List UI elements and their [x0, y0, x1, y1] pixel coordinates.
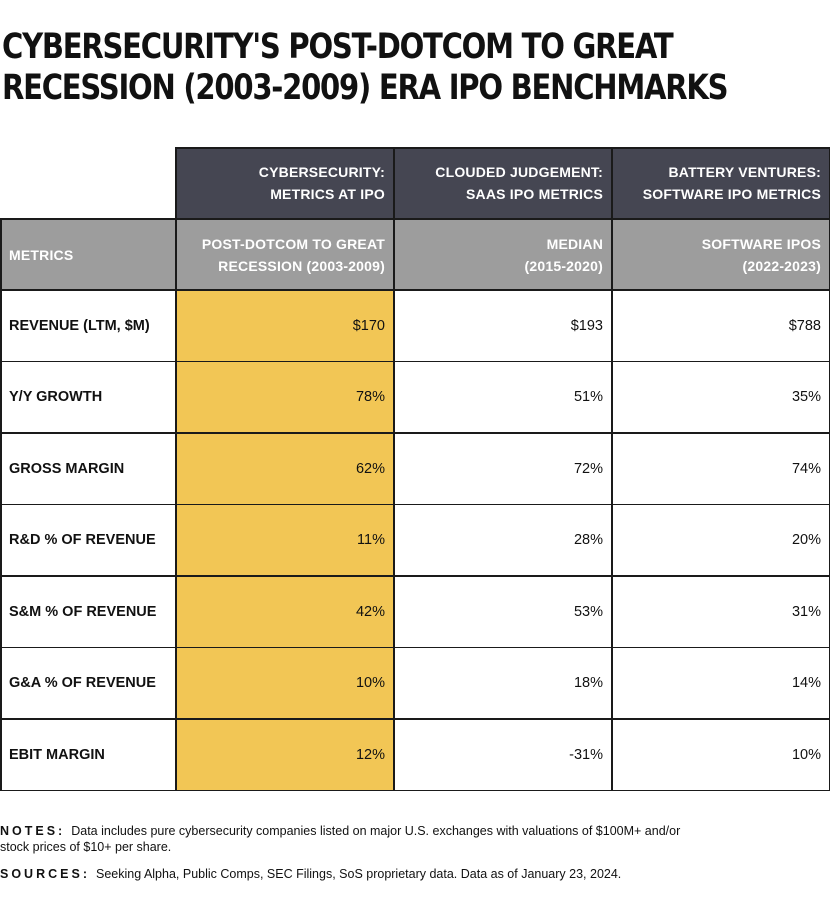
notes: NOTES: Data includes pure cybersecurity c…: [0, 823, 700, 855]
table-cell: 72%: [573, 460, 603, 477]
grid-line: [0, 432, 830, 434]
grid-line: [0, 718, 830, 720]
notes-label: NOTES:: [0, 824, 66, 838]
group-header-3-line-1: BATTERY VENTURES:: [668, 164, 821, 180]
chart-title-line-1: CYBERSECURITY'S POST-DOTCOM TO GREAT: [2, 27, 674, 67]
notes-text: Data includes pure cybersecurity compani…: [0, 824, 681, 854]
sources-text: Seeking Alpha, Public Comps, SEC Filings…: [95, 867, 622, 881]
table-cell: 18%: [573, 675, 603, 692]
table-cell: 11%: [176, 504, 394, 576]
row-label: EBIT MARGIN: [9, 746, 105, 763]
grid-line: [0, 218, 830, 220]
row-label: Y/Y GROWTH: [9, 389, 103, 406]
table-cell: 74%: [791, 460, 821, 477]
grid-line: [175, 147, 177, 791]
table-cell: 62%: [176, 433, 394, 505]
table-cell: 12%: [176, 719, 394, 791]
table-cell: 78%: [176, 361, 394, 433]
grid-line: [611, 147, 613, 791]
chart-title: CYBERSECURITY'S POST-DOTCOM TO GREAT REC…: [2, 27, 729, 109]
column-header-3-line-2: (2022-2023): [742, 257, 821, 274]
table-cell: $170: [176, 290, 394, 362]
grid-line: [0, 575, 830, 577]
group-header-1-line-1: CYBERSECURITY:: [258, 164, 385, 180]
group-header-3-line-2: SOFTWARE IPO METRICS: [642, 186, 821, 202]
group-header-1-line-2: METRICS AT IPO: [270, 186, 385, 202]
grid-line: [0, 360, 830, 362]
table-cell: 10%: [176, 647, 394, 719]
column-header-3: SOFTWARE IPOS (2022-2023): [612, 219, 830, 290]
grid-line: [0, 218, 2, 791]
grid-line: [0, 646, 830, 648]
table-cell: 14%: [791, 675, 821, 692]
grid-line: [0, 289, 830, 291]
grid-line: [828, 147, 830, 791]
table-cell: 31%: [791, 603, 821, 620]
table-cell: 28%: [573, 532, 603, 549]
column-header-2-line-1: MEDIAN: [546, 235, 603, 252]
column-header-1: POST-DOTCOM TO GREAT RECESSION (2003-2009…: [176, 219, 394, 290]
column-header-2-line-2: (2015-2020): [524, 257, 603, 274]
grid-line: [393, 147, 395, 791]
column-header-1-line-2: RECESSION (2003-2009): [218, 257, 385, 274]
table-cell: 20%: [791, 532, 821, 549]
table-cell: 42%: [176, 576, 394, 648]
group-header-1: CYBERSECURITY: METRICS AT IPO: [176, 147, 394, 219]
group-header-3: BATTERY VENTURES: SOFTWARE IPO METRICS: [612, 147, 830, 219]
column-header-3-line-1: SOFTWARE IPOS: [701, 235, 821, 252]
table-cell: 10%: [791, 746, 821, 763]
row-label: GROSS MARGIN: [9, 460, 125, 477]
row-label: REVENUE (LTM, $M): [9, 317, 150, 334]
row-label: G&A % OF REVENUE: [9, 675, 156, 692]
row-label: R&D % OF REVENUE: [9, 532, 156, 549]
table-cell: 53%: [573, 603, 603, 620]
row-label: S&M % OF REVENUE: [9, 603, 157, 620]
grid-line: [176, 147, 830, 149]
table-cell: -31%: [569, 746, 603, 763]
group-header-2: CLOUDED JUDGEMENT: SAAS IPO METRICS: [394, 147, 612, 219]
table-cell: 51%: [573, 389, 603, 406]
sources-label: SOURCES:: [0, 867, 90, 881]
metrics-header: METRICS: [0, 219, 176, 290]
chart-title-line-2: RECESSION (2003-2009) ERA IPO BENCHMARKS: [2, 68, 729, 108]
table-cell: $788: [788, 317, 821, 334]
table-cell: 35%: [791, 389, 821, 406]
sources: SOURCES: Seeking Alpha, Public Comps, SEC…: [0, 866, 760, 882]
grid-line: [0, 789, 830, 791]
table-cell: $193: [570, 317, 603, 334]
column-header-1-line-1: POST-DOTCOM TO GREAT: [201, 235, 385, 252]
column-header-2: MEDIAN (2015-2020): [394, 219, 612, 290]
grid-line: [0, 503, 830, 505]
group-header-2-line-1: CLOUDED JUDGEMENT:: [435, 164, 603, 180]
group-header-2-line-2: SAAS IPO METRICS: [466, 186, 603, 202]
